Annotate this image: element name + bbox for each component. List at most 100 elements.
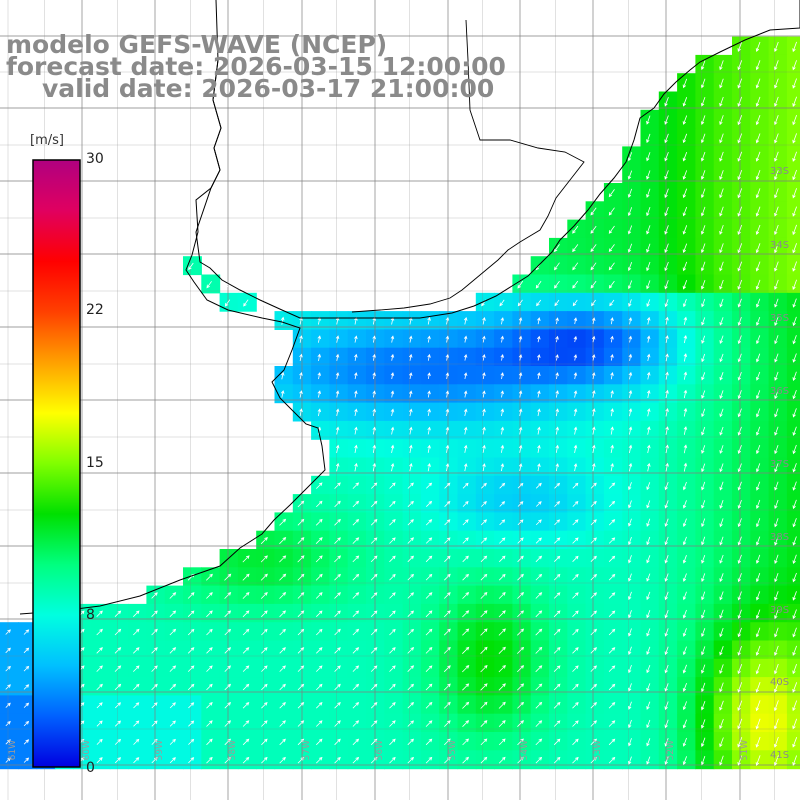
speed-cell bbox=[622, 695, 642, 715]
speed-cell bbox=[311, 695, 330, 715]
wind-arrow bbox=[572, 702, 579, 709]
wind-arrow bbox=[737, 554, 742, 564]
speed-cell bbox=[183, 658, 202, 678]
speed-cell bbox=[622, 237, 642, 257]
wind-arrow bbox=[535, 628, 543, 636]
wind-arrow bbox=[133, 647, 140, 654]
speed-cell bbox=[658, 237, 678, 257]
speed-cell bbox=[750, 91, 770, 111]
speed-cell bbox=[549, 622, 568, 642]
wind-arrow bbox=[480, 610, 488, 618]
speed-cell bbox=[567, 402, 587, 422]
wind-arrow bbox=[242, 610, 250, 618]
wind-arrow bbox=[334, 738, 341, 746]
speed-cell bbox=[713, 567, 733, 587]
wind-arrow bbox=[224, 299, 231, 307]
wind-arrow bbox=[443, 701, 451, 709]
wind-arrow bbox=[737, 445, 742, 454]
wind-arrow bbox=[427, 372, 431, 379]
wind-arrow bbox=[719, 408, 724, 418]
wind-arrow bbox=[682, 609, 687, 619]
wind-arrow bbox=[299, 353, 303, 361]
speed-cell bbox=[91, 603, 111, 623]
wind-arrow bbox=[279, 628, 286, 636]
wind-arrow bbox=[590, 500, 597, 507]
wind-arrow bbox=[755, 78, 761, 89]
lon-label-56w: 56W bbox=[375, 740, 385, 761]
wind-arrow bbox=[297, 573, 305, 581]
wind-arrow bbox=[701, 353, 706, 363]
speed-cell bbox=[640, 439, 660, 459]
speed-cell bbox=[695, 164, 715, 184]
speed-cell bbox=[732, 494, 751, 513]
colorbar-tick-15: 15 bbox=[86, 455, 104, 471]
wind-arrow bbox=[737, 298, 742, 308]
wind-arrow bbox=[297, 610, 305, 618]
speed-cell bbox=[457, 549, 477, 568]
speed-cell bbox=[677, 366, 696, 385]
wind-arrow bbox=[700, 133, 706, 144]
wind-arrow bbox=[773, 736, 779, 748]
wind-arrow bbox=[390, 390, 395, 398]
speed-cell bbox=[420, 512, 440, 532]
wind-arrow bbox=[608, 262, 615, 271]
wind-arrow bbox=[389, 610, 396, 617]
wind-arrow bbox=[628, 500, 632, 509]
speed-cell bbox=[494, 695, 513, 715]
speed-cell bbox=[677, 622, 696, 642]
wind-arrow bbox=[407, 646, 415, 654]
wind-arrow bbox=[407, 628, 414, 636]
speed-cell bbox=[329, 494, 349, 513]
wind-arrow bbox=[444, 537, 451, 544]
wind-arrow bbox=[572, 225, 579, 234]
speed-cell bbox=[658, 292, 678, 312]
wind-arrow bbox=[535, 555, 543, 563]
wind-arrow bbox=[425, 592, 433, 599]
speed-cell bbox=[750, 256, 770, 276]
wind-arrow bbox=[628, 299, 632, 307]
speed-cell bbox=[457, 750, 477, 770]
speed-cell bbox=[750, 530, 770, 550]
wind-arrow bbox=[554, 519, 561, 526]
wind-arrow bbox=[463, 463, 468, 472]
wind-arrow bbox=[608, 519, 616, 526]
speed-cell bbox=[585, 567, 605, 587]
speed-cell bbox=[201, 622, 221, 642]
speed-cell bbox=[420, 420, 440, 440]
speed-cell bbox=[530, 567, 550, 587]
speed-cell bbox=[530, 475, 550, 495]
wind-arrow bbox=[682, 737, 687, 747]
wind-arrow bbox=[500, 408, 505, 417]
speed-cell bbox=[530, 622, 550, 642]
wind-arrow bbox=[792, 645, 797, 656]
wind-arrow bbox=[683, 371, 688, 380]
speed-cell bbox=[512, 530, 532, 550]
wind-arrow bbox=[792, 60, 797, 71]
speed-cell bbox=[475, 677, 495, 696]
speed-cell bbox=[475, 713, 495, 733]
speed-cell bbox=[128, 603, 147, 623]
speed-cell bbox=[786, 439, 800, 459]
wind-arrow bbox=[536, 299, 542, 307]
speed-cell bbox=[695, 585, 715, 605]
speed-cell bbox=[713, 347, 733, 367]
speed-cell bbox=[366, 439, 385, 459]
wind-arrow bbox=[279, 738, 286, 746]
wind-arrow bbox=[499, 482, 506, 489]
speed-cell bbox=[695, 183, 715, 202]
speed-cell bbox=[457, 439, 477, 459]
wind-arrow bbox=[354, 426, 358, 435]
wind-arrow bbox=[224, 281, 231, 289]
wind-arrow bbox=[370, 683, 378, 691]
coastline-north bbox=[195, 0, 800, 319]
speed-cell bbox=[585, 457, 605, 477]
speed-cell bbox=[695, 439, 715, 459]
speed-cell bbox=[768, 420, 788, 440]
speed-cell bbox=[677, 237, 696, 257]
wind-arrow bbox=[737, 115, 743, 126]
speed-cell bbox=[695, 366, 715, 385]
speed-cell bbox=[750, 549, 770, 568]
speed-cell bbox=[402, 439, 422, 459]
wind-arrow bbox=[334, 555, 342, 563]
wind-arrow bbox=[590, 262, 597, 271]
